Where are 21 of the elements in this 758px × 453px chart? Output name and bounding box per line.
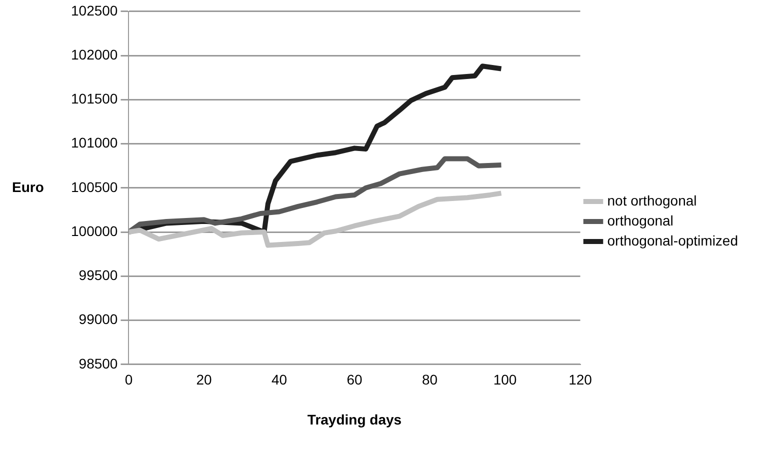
- x-tick-label: 120: [568, 372, 592, 388]
- x-tick-label: 0: [124, 372, 133, 388]
- x-tick-label: 100: [493, 372, 517, 388]
- x-tick-label: 40: [271, 372, 288, 388]
- y-tick-label: 101500: [71, 90, 118, 107]
- y-tick-label: 99000: [78, 311, 118, 328]
- x-axis-title: Trayding days: [307, 411, 402, 428]
- y-axis-title: Euro: [12, 178, 44, 195]
- x-tick-label: 60: [346, 372, 362, 388]
- legend-label: orthogonal: [607, 212, 674, 228]
- y-tick-label: 100000: [71, 222, 118, 239]
- y-tick-label: 102000: [71, 46, 118, 62]
- x-tick-label: 80: [422, 372, 438, 388]
- y-tick-label: 100500: [71, 178, 118, 195]
- y-tick-label: 99500: [78, 267, 118, 284]
- x-tick-label: 20: [196, 372, 212, 388]
- legend-label: orthogonal-optimized: [607, 232, 738, 248]
- y-tick-label: 101000: [71, 134, 118, 151]
- y-tick-label: 98500: [78, 355, 118, 372]
- y-tick-label: 102500: [71, 2, 118, 18]
- legend-label: not orthogonal: [607, 192, 697, 208]
